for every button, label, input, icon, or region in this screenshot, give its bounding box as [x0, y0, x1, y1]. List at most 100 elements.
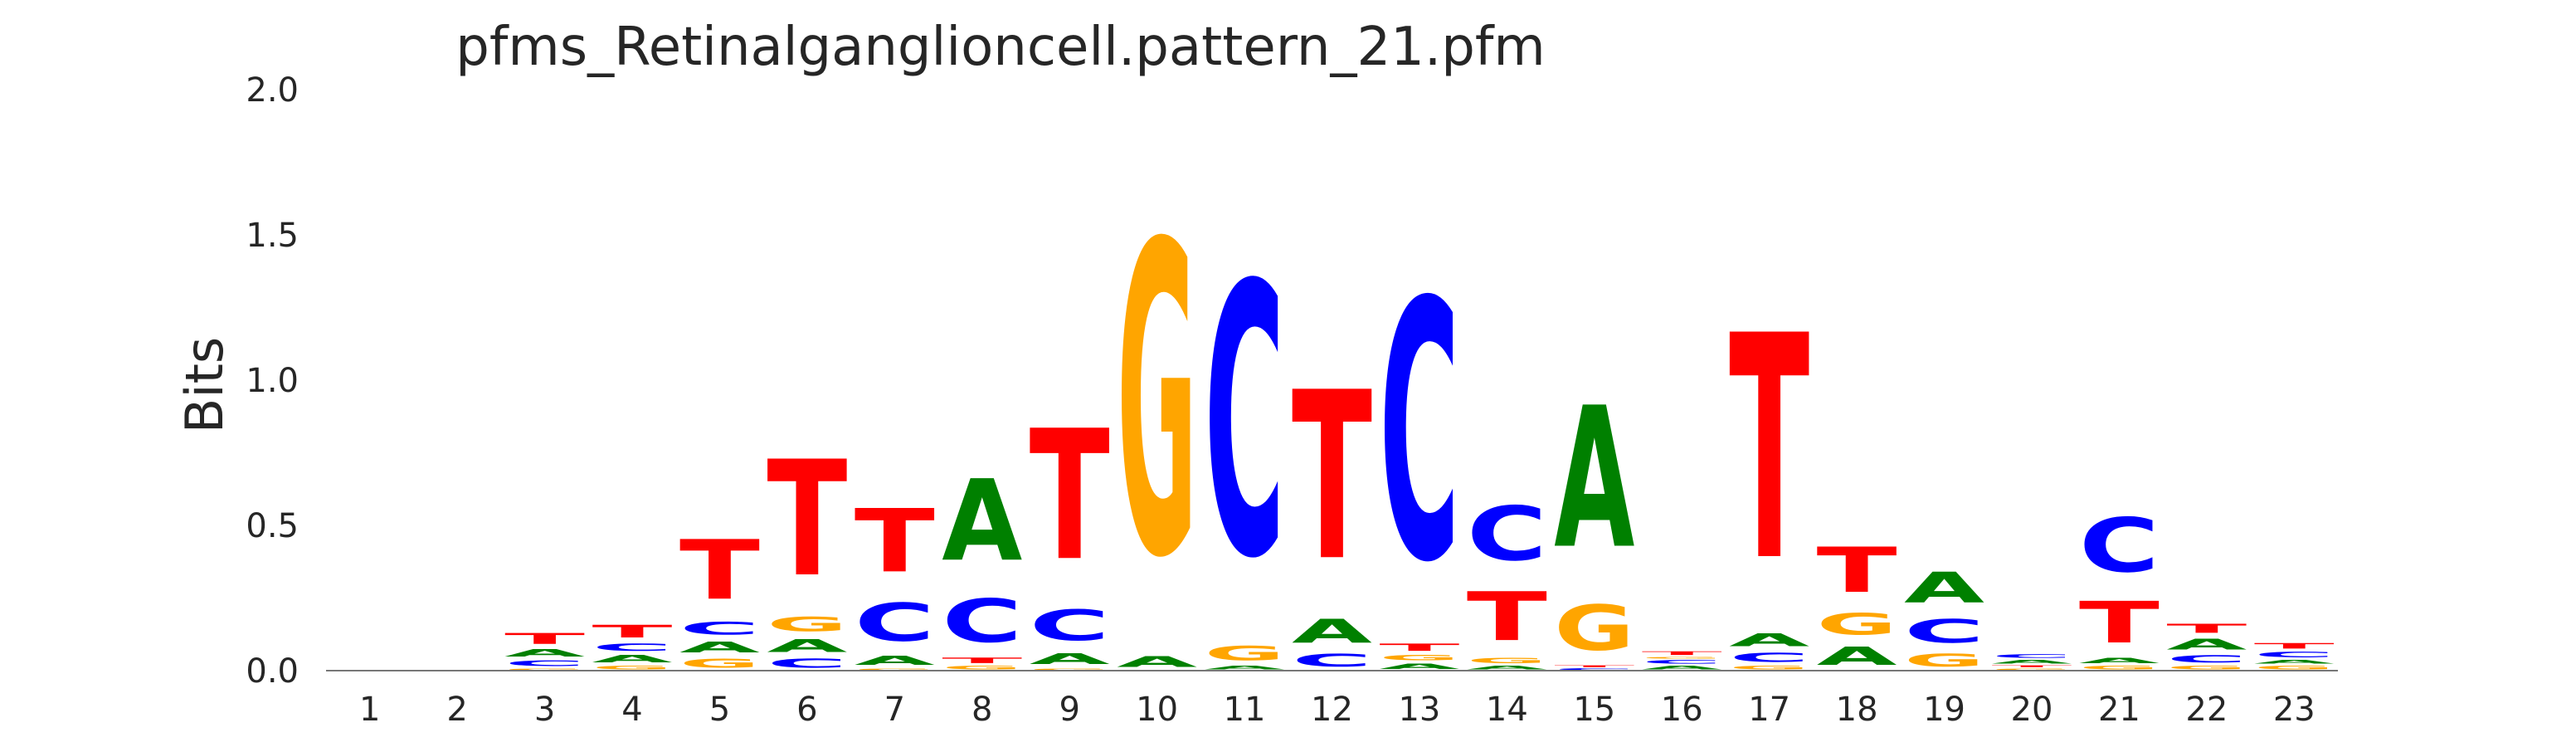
- y-axis-label: Bits: [174, 337, 235, 433]
- x-tick-label: 10: [1136, 691, 1178, 729]
- logo-letter: A: [1991, 659, 2072, 665]
- logo-letter: A: [592, 653, 673, 665]
- logo-letter: G: [679, 657, 760, 671]
- logo-letter: A: [1904, 563, 1984, 613]
- logo-letter: A: [1817, 642, 1898, 671]
- logo-letter: C: [1205, 208, 1285, 641]
- logo-letter: T: [1817, 535, 1897, 607]
- logo-letter: G: [1904, 651, 1984, 671]
- y-tick-label: 2.0: [246, 71, 299, 110]
- logo-letter: T: [2079, 590, 2160, 657]
- logo-letter: C: [767, 657, 847, 671]
- x-tick-label: 6: [796, 691, 817, 729]
- logo-letter: T: [1379, 642, 1459, 653]
- x-tick-label: 5: [709, 691, 730, 729]
- logo-letter: C: [2079, 502, 2160, 589]
- logo-letter: A: [1729, 630, 1810, 650]
- logo-letter: G: [1467, 656, 1547, 664]
- logo-letter: G: [1030, 667, 1110, 671]
- logo-letter: T: [504, 630, 585, 647]
- logo-letter: T: [1467, 579, 1547, 657]
- logo-letter: G: [1554, 593, 1634, 665]
- logo-letter: C: [679, 618, 760, 638]
- logo-letter: T: [1991, 665, 2072, 667]
- logo-letter: C: [1642, 659, 1722, 665]
- logo-letter: C: [942, 587, 1022, 657]
- logo-letter: G: [942, 665, 1022, 671]
- y-tick-label: 0.5: [246, 507, 299, 545]
- logo-letter: G: [767, 613, 847, 636]
- logo-letter: G: [1991, 667, 2072, 671]
- x-tick-label: 22: [2185, 691, 2228, 729]
- logo-letter: G: [504, 667, 585, 671]
- logo-letter: T: [2254, 642, 2335, 651]
- logo-letter: A: [2254, 659, 2335, 665]
- logo-letter: G: [2079, 665, 2160, 671]
- chart-title: pfms_Retinalganglioncell.pattern_21.pfm: [455, 17, 1545, 78]
- logo-letter: G: [1642, 656, 1722, 659]
- logo-letter: A: [2079, 657, 2160, 665]
- logo-letter: C: [2166, 653, 2247, 665]
- logo-letter: T: [1030, 393, 1110, 601]
- logo-letter: A: [1292, 613, 1372, 650]
- x-tick-label: 3: [534, 691, 555, 729]
- logo-letter: C: [1379, 227, 1459, 641]
- logo-letter: C: [855, 593, 935, 653]
- logo-letter: C: [504, 659, 585, 667]
- logo-letter: A: [504, 647, 585, 659]
- logo-letter: T: [942, 656, 1022, 665]
- y-axis-ticks: 0.0 0.5 1.0 1.5 2.0: [246, 71, 299, 691]
- logo-letter: A: [1642, 665, 1722, 671]
- x-tick-label: 23: [2273, 691, 2315, 729]
- logo-letter: T: [592, 622, 673, 642]
- x-tick-label: 21: [2098, 691, 2140, 729]
- logo-letter: C: [1292, 651, 1372, 671]
- x-tick-label: 8: [971, 691, 992, 729]
- x-tick-label: 1: [359, 691, 380, 729]
- y-tick-label: 1.5: [246, 217, 299, 255]
- logo-letter: C: [2254, 651, 2335, 659]
- y-tick-label: 1.0: [246, 362, 299, 400]
- x-tick-label: 11: [1224, 691, 1266, 729]
- logo-letter: T: [1554, 665, 1635, 667]
- logo-letter: A: [679, 639, 760, 657]
- logo-letter: G: [855, 667, 935, 671]
- y-tick-label: 0.0: [246, 652, 299, 691]
- x-tick-label: 20: [2011, 691, 2053, 729]
- logo-letter: C: [1554, 668, 1634, 671]
- logo-letter: A: [1467, 665, 1547, 671]
- logo-letter: T: [1292, 344, 1372, 613]
- logo-letter: T: [767, 427, 847, 613]
- x-tick-label: 15: [1573, 691, 1615, 729]
- logo-letter: A: [1117, 653, 1197, 671]
- logo-letter: A: [1205, 665, 1285, 671]
- logo-letter: G: [592, 665, 673, 671]
- logo-letter: A: [1379, 662, 1459, 671]
- logo-letter: G: [2166, 665, 2247, 671]
- logo-letter: C: [1467, 491, 1547, 578]
- x-tick-label: 2: [446, 691, 467, 729]
- logo-letter: A: [1554, 367, 1634, 593]
- x-tick-label: 16: [1661, 691, 1703, 729]
- logo-letter: G: [1379, 653, 1459, 662]
- logo-letter: T: [2166, 622, 2247, 636]
- logo-letter: T: [1729, 271, 1810, 630]
- logo-letter: A: [1030, 651, 1110, 668]
- logo-letter: T: [1642, 651, 1722, 657]
- logo-letter: A: [767, 636, 848, 656]
- x-tick-label: 14: [1486, 691, 1528, 729]
- logo-letter: C: [1030, 601, 1110, 650]
- logo-letter: C: [1729, 651, 1809, 665]
- logo-letter: G: [1205, 642, 1285, 665]
- logo-letter: A: [2166, 636, 2247, 653]
- x-tick-label: 7: [884, 691, 905, 729]
- logo-letter: C: [1904, 613, 1984, 650]
- logo-letter: T: [855, 491, 935, 593]
- x-tick-label: 18: [1836, 691, 1878, 729]
- logo-letters: GCATGACTGACTCAGTGACTGTCAGACTAGAGCCATAGTC…: [504, 156, 2335, 671]
- logo-letter: C: [592, 642, 673, 653]
- x-tick-label: 17: [1748, 691, 1790, 729]
- logo-letter: A: [855, 653, 935, 667]
- x-tick-label: 9: [1059, 691, 1079, 729]
